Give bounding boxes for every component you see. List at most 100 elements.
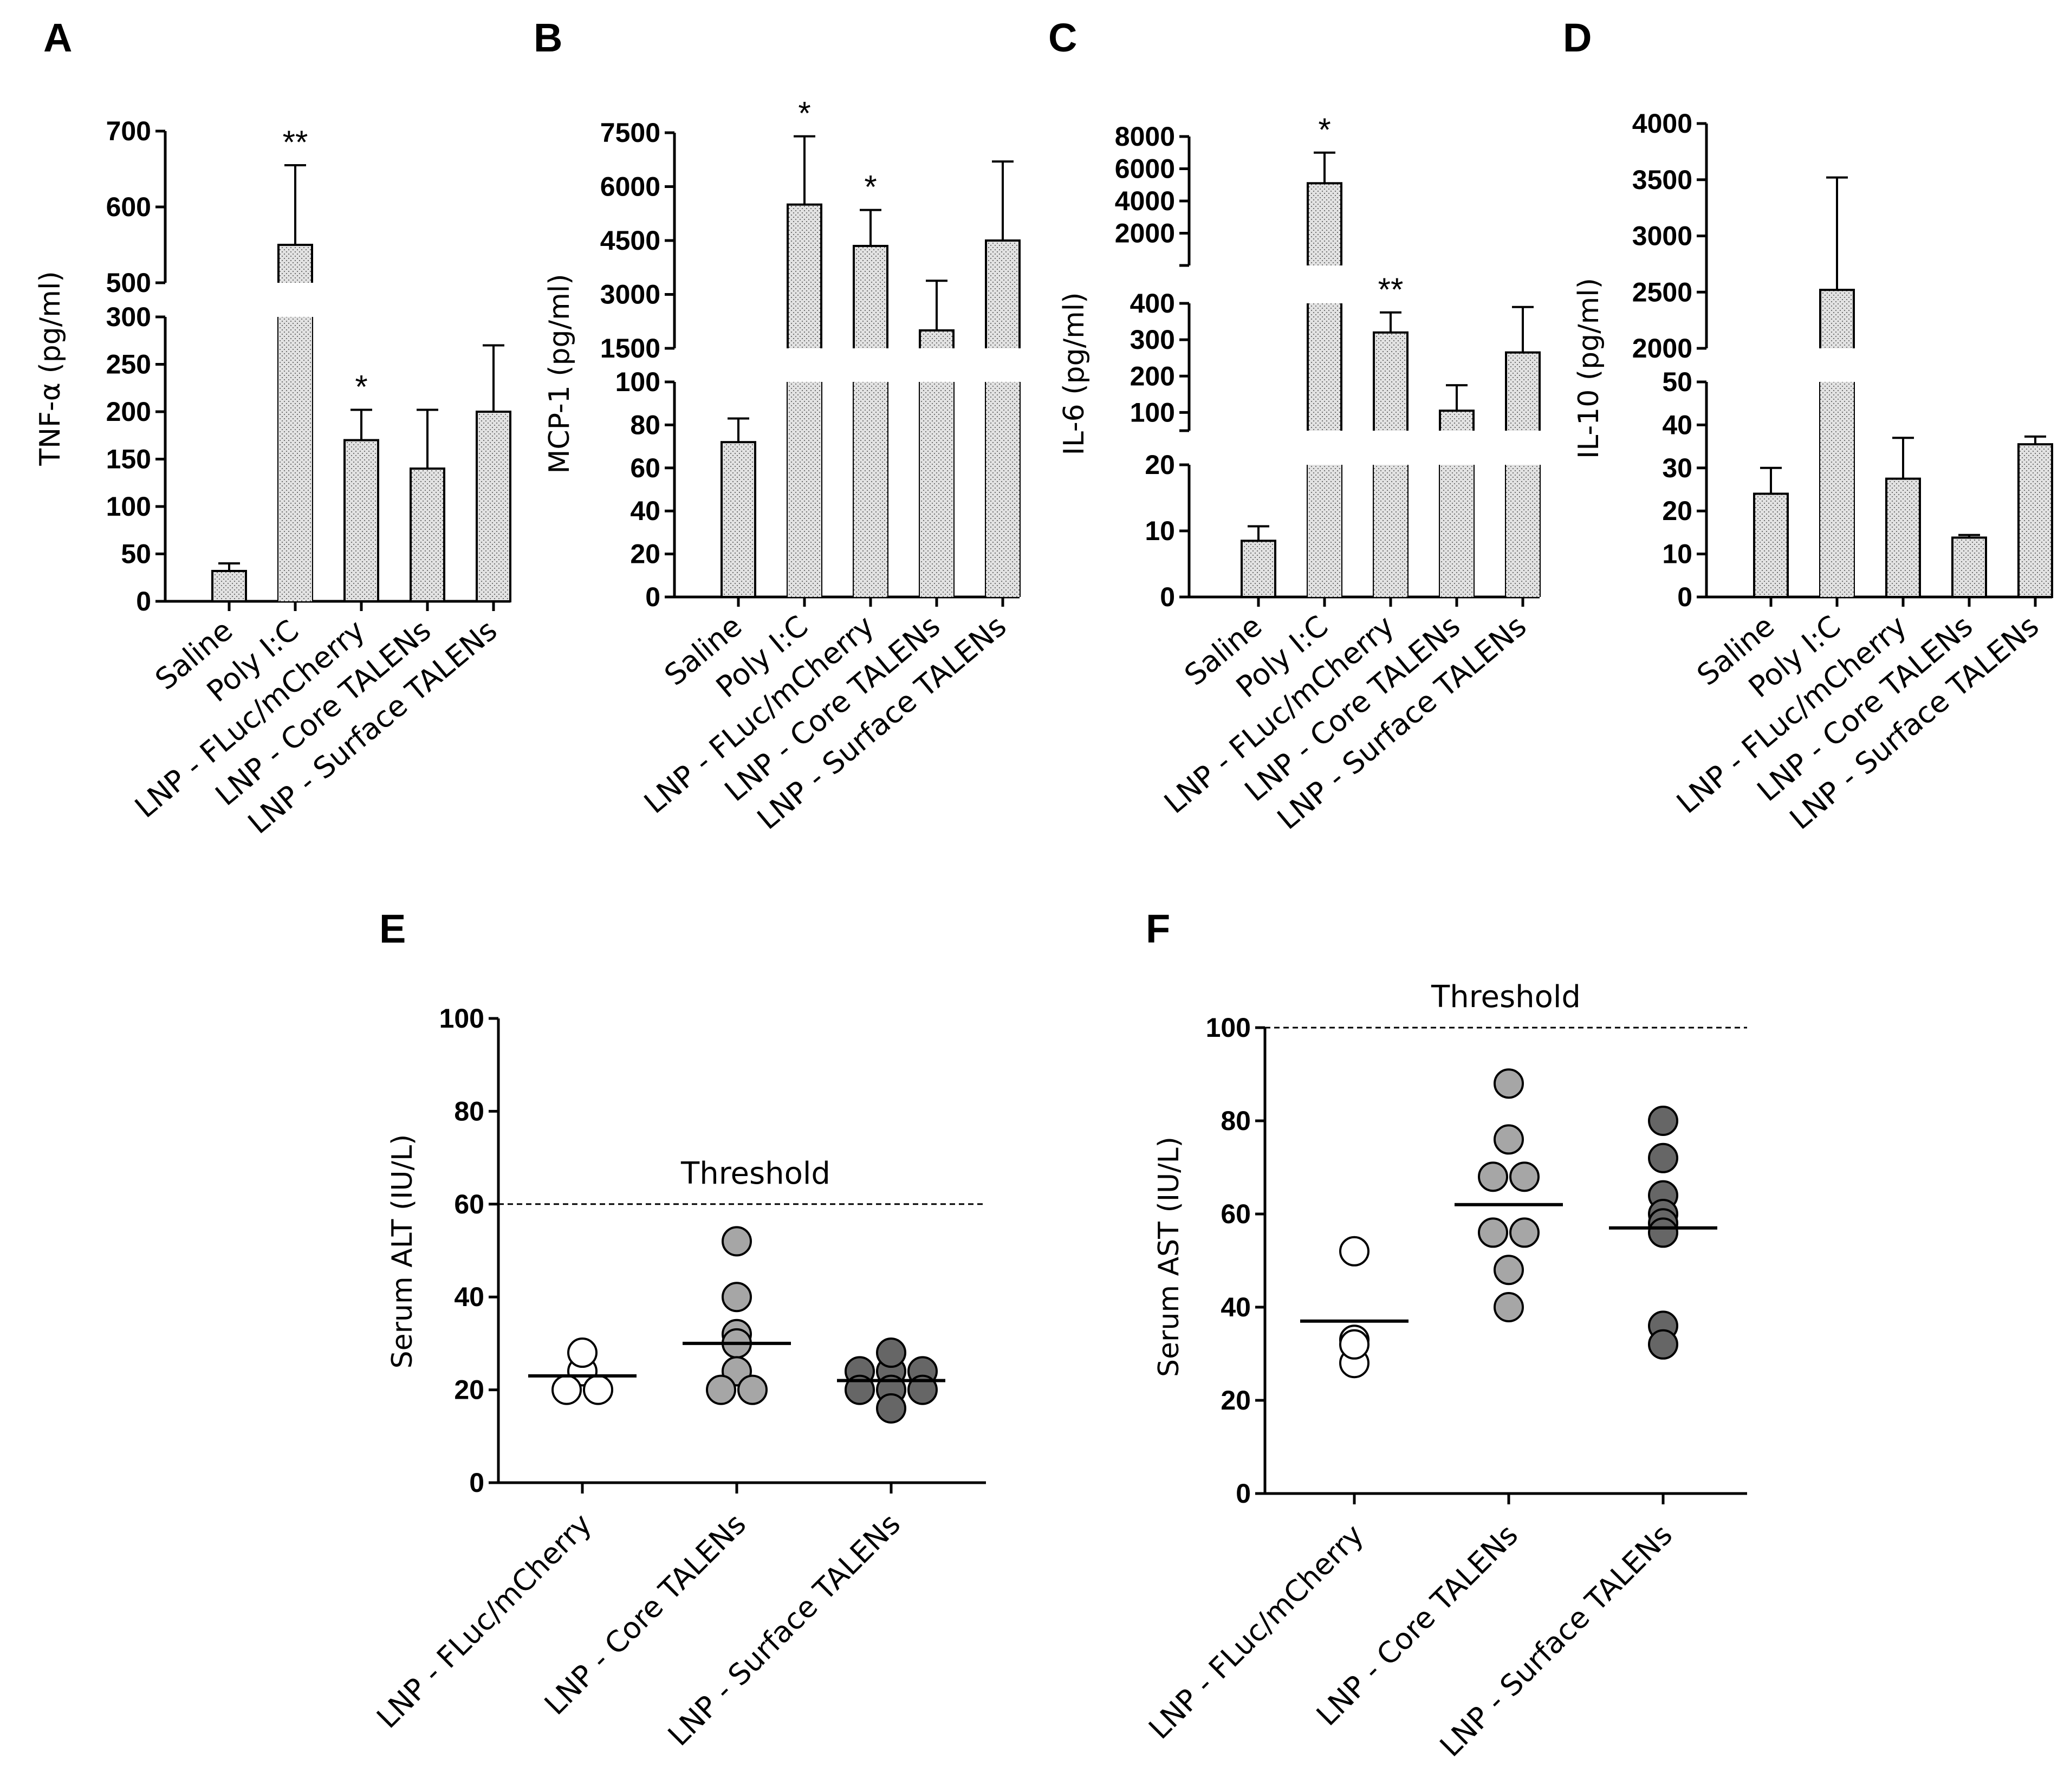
y-tick-label-C: 4000 (1115, 186, 1175, 216)
data-point-F-1-3 (1509, 1161, 1540, 1192)
bar-A-2 (343, 439, 379, 602)
data-point-E-1-5 (706, 1374, 736, 1405)
bar-B-1 (788, 382, 821, 597)
bar-segment-C-1 (1308, 303, 1341, 431)
y-tick-label-C: 200 (1130, 361, 1175, 391)
data-point-E-2-6 (907, 1374, 938, 1405)
y-tick-label-C: 10 (1145, 516, 1175, 546)
bar-D-4 (2017, 443, 2053, 598)
data-point-F-1-0 (1494, 1068, 1524, 1099)
y-tick-label-A: 300 (106, 302, 151, 332)
y-tick-label-D: 20 (1662, 496, 1692, 526)
y-axis-label-A: TNF-α (pg/ml) (34, 271, 67, 466)
y-tick-label-A: 700 (106, 116, 151, 146)
y-tick-label-A: 500 (106, 268, 151, 298)
bar-top-B-2 (854, 245, 887, 348)
panel-label-E: E (379, 906, 406, 951)
data-point-F-1-6 (1494, 1255, 1524, 1285)
y-tick-label-F: 0 (1236, 1478, 1251, 1509)
y-tick-label-F: 20 (1221, 1385, 1251, 1416)
bar-top-C-4 (1506, 352, 1540, 431)
panel-label-D: D (1563, 15, 1592, 60)
bar-top-D-1 (1820, 290, 1854, 348)
y-tick-label-C: 20 (1145, 450, 1175, 480)
bar-D-0 (1753, 492, 1789, 598)
panel-label-C: C (1048, 15, 1077, 60)
data-point-E-0-3 (583, 1374, 613, 1405)
y-axis-label-B: MCP-1 (pg/ml) (543, 274, 576, 474)
y-tick-label-A: 100 (106, 491, 151, 522)
y-tick-label-C: 400 (1130, 288, 1175, 319)
y-tick-label-E: 40 (454, 1282, 484, 1312)
y-tick-label-A: 600 (106, 192, 151, 222)
significance-B-2: * (864, 169, 877, 205)
y-tick-label-E: 0 (469, 1468, 484, 1498)
y-tick-label-D: 10 (1662, 539, 1692, 569)
data-point-E-0-2 (551, 1374, 582, 1405)
y-tick-label-B: 80 (630, 410, 660, 440)
data-point-E-1-0 (722, 1226, 752, 1257)
y-tick-label-D: 3500 (1632, 165, 1692, 195)
panel-label-B: B (534, 15, 562, 60)
y-tick-label-B: 7500 (600, 118, 660, 148)
significance-C-2: ** (1378, 271, 1404, 308)
bar-A-3 (410, 468, 445, 602)
bar-D-2 (1885, 477, 1921, 599)
data-point-E-1-1 (722, 1282, 752, 1313)
y-tick-label-A: 50 (121, 539, 151, 569)
bar-D-3 (1951, 536, 1987, 598)
bar-C-1 (1308, 465, 1341, 597)
y-axis-label-F: Serum AST (IU/L) (1153, 1137, 1185, 1377)
y-tick-label-F: 80 (1221, 1106, 1251, 1136)
y-tick-label-E: 20 (454, 1375, 484, 1405)
data-point-F-1-2 (1478, 1161, 1508, 1192)
y-tick-label-D: 3000 (1632, 221, 1692, 251)
y-axis-label-E: Serum ALT (IU/L) (386, 1134, 419, 1369)
bar-top-C-1 (1308, 183, 1341, 265)
bar-A-0 (211, 570, 247, 602)
data-point-F-1-1 (1494, 1124, 1524, 1155)
data-point-E-1-6 (737, 1374, 768, 1405)
y-tick-label-C: 300 (1130, 324, 1175, 355)
y-tick-label-F: 60 (1221, 1199, 1251, 1229)
y-tick-label-A: 0 (136, 586, 151, 616)
y-tick-label-B: 3000 (600, 280, 660, 310)
bar-C-0 (1241, 540, 1276, 598)
bar-top-A-1 (278, 245, 312, 283)
bar-top-B-3 (920, 330, 953, 348)
panel-label-F: F (1146, 906, 1170, 951)
y-tick-label-B: 6000 (600, 172, 660, 202)
significance-B-1: * (798, 95, 810, 132)
threshold-label-F: Threshold (1431, 979, 1581, 1015)
bar-C-3 (1440, 465, 1474, 597)
bar-B-0 (721, 441, 756, 598)
significance-A-2: * (355, 369, 367, 405)
y-tick-label-D: 4000 (1632, 108, 1692, 139)
y-tick-label-B: 1500 (600, 333, 660, 363)
y-tick-label-D: 30 (1662, 453, 1692, 483)
bar-segment-outline (1307, 303, 1342, 431)
y-tick-label-D: 2000 (1632, 333, 1692, 363)
significance-A-1: ** (283, 124, 308, 160)
data-point-F-0-3 (1339, 1329, 1369, 1360)
y-tick-label-F: 40 (1221, 1292, 1251, 1322)
y-tick-label-A: 250 (106, 349, 151, 380)
bar-B-3 (920, 382, 953, 597)
bar-A-4 (476, 411, 511, 602)
bar-C-2 (1374, 465, 1407, 597)
data-point-F-1-7 (1494, 1292, 1524, 1322)
y-tick-label-E: 80 (454, 1096, 484, 1126)
y-tick-label-A: 150 (106, 444, 151, 475)
bar-B-2 (854, 382, 887, 597)
bar-C-4 (1506, 465, 1540, 597)
data-point-F-1-4 (1478, 1217, 1508, 1248)
bar-A-1 (278, 317, 312, 601)
data-point-F-2-7 (1648, 1329, 1678, 1360)
y-tick-label-C: 8000 (1115, 121, 1175, 152)
bar-B-4 (986, 382, 1020, 597)
data-point-E-2-3 (876, 1337, 906, 1368)
data-point-E-2-7 (876, 1393, 906, 1424)
y-tick-label-D: 2500 (1632, 277, 1692, 307)
y-axis-label-C: IL-6 (pg/ml) (1058, 293, 1091, 456)
